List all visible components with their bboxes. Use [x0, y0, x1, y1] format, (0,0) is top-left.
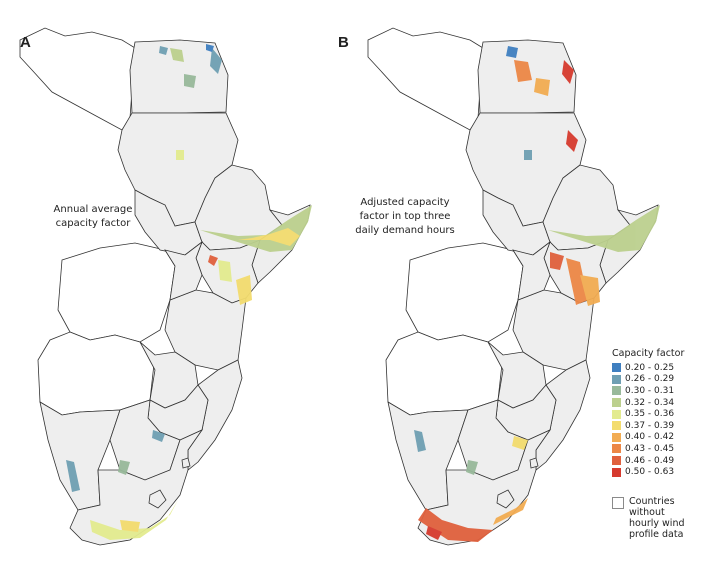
legend-no-data: Countries without hourly wind profile da… — [612, 496, 716, 540]
legend-swatch — [612, 409, 621, 419]
legend: Capacity factor 0.20 - 0.25 0.26 - 0.29 0.… — [612, 348, 716, 540]
legend-item: 0.40 - 0.42 — [612, 432, 716, 444]
panel-b-wind-overlay — [414, 46, 660, 542]
no-data-line-2: without — [629, 506, 665, 518]
no-data-swatch — [612, 496, 624, 509]
panel-b-note-line-2: factor in top three — [359, 211, 451, 222]
legend-item: 0.26 - 0.29 — [612, 374, 716, 386]
panel-a-map — [19, 27, 312, 546]
panel-b-label: B — [338, 34, 349, 51]
legend-item: 0.20 - 0.25 — [612, 362, 716, 374]
panel-a-wind-overlay — [66, 44, 312, 540]
panel-a-label: A — [20, 34, 31, 51]
legend-item-label: 0.40 - 0.42 — [625, 432, 675, 443]
legend-item-label: 0.32 - 0.34 — [625, 397, 675, 408]
panel-a-note-line-2: capacity factor — [55, 218, 131, 229]
legend-item: 0.50 - 0.63 — [612, 466, 716, 478]
legend-item: 0.35 - 0.36 — [612, 408, 716, 420]
legend-item: 0.32 - 0.34 — [612, 397, 716, 409]
legend-swatch — [612, 456, 621, 466]
legend-swatch — [612, 363, 621, 373]
legend-swatch — [612, 421, 621, 431]
legend-item-label: 0.50 - 0.63 — [625, 467, 675, 478]
legend-item-label: 0.37 - 0.39 — [625, 420, 675, 431]
legend-item-label: 0.30 - 0.31 — [625, 385, 675, 396]
legend-item-label: 0.43 - 0.45 — [625, 443, 675, 454]
panel-b-note-line-1: Adjusted capacity — [360, 197, 450, 208]
legend-item: 0.37 - 0.39 — [612, 420, 716, 432]
legend-items: 0.20 - 0.25 0.26 - 0.29 0.30 - 0.31 0.32 - … — [612, 362, 716, 478]
legend-item-label: 0.46 - 0.49 — [625, 455, 675, 466]
panel-a-note: Annual average capacity factor — [38, 203, 148, 231]
legend-swatch — [612, 467, 621, 477]
panel-a-note-line-1: Annual average — [53, 204, 133, 215]
legend-item-label: 0.20 - 0.25 — [625, 362, 675, 373]
panel-b-map — [367, 27, 660, 546]
legend-swatch — [612, 386, 621, 396]
legend-item-label: 0.26 - 0.29 — [625, 374, 675, 385]
no-data-line-4: profile data — [629, 528, 684, 540]
legend-swatch — [612, 374, 621, 384]
no-data-line-1: Countries — [629, 495, 675, 507]
legend-item: 0.30 - 0.31 — [612, 385, 716, 397]
legend-swatch — [612, 444, 621, 454]
no-data-line-3: hourly wind — [629, 517, 685, 529]
legend-item: 0.46 - 0.49 — [612, 455, 716, 467]
legend-item-label: 0.35 - 0.36 — [625, 409, 675, 420]
no-data-label: Countries without hourly wind profile da… — [629, 496, 685, 540]
legend-item: 0.43 - 0.45 — [612, 443, 716, 455]
legend-swatch — [612, 432, 621, 442]
panel-b-note-line-3: daily demand hours — [355, 225, 455, 236]
legend-title: Capacity factor — [612, 348, 685, 359]
legend-swatch — [612, 398, 621, 408]
panel-b-note: Adjusted capacity factor in top three da… — [350, 196, 460, 238]
